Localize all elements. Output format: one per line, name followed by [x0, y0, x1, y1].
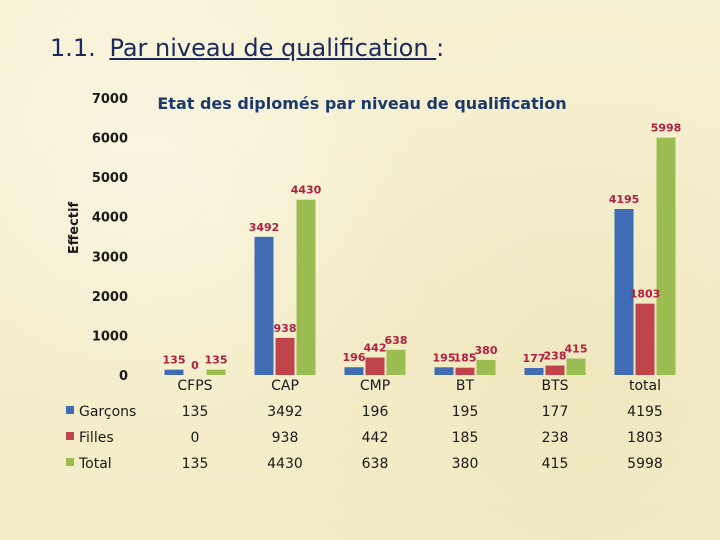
bar-garçons-bts — [524, 367, 544, 375]
data-label: 195 — [433, 351, 456, 364]
table-category-label: total — [629, 378, 661, 394]
table-cell: 638 — [362, 456, 389, 472]
legend-swatch — [66, 406, 74, 414]
data-label: 4430 — [291, 184, 322, 197]
data-label: 415 — [565, 343, 588, 356]
data-label: 5998 — [651, 122, 682, 135]
table-cell: 415 — [542, 456, 569, 472]
table-cell: 4430 — [267, 456, 303, 472]
table-cell: 1803 — [627, 430, 663, 446]
table-cell: 3492 — [267, 404, 303, 420]
y-axis-label: Effectif — [67, 202, 82, 255]
data-label: 238 — [544, 350, 567, 363]
legend-swatch — [66, 458, 74, 466]
slide-heading: 1.1. Par niveau de qualification : — [50, 34, 444, 62]
bar-garçons-cfps — [164, 369, 184, 375]
y-tick-label: 6000 — [92, 132, 128, 147]
table-cell: 195 — [452, 404, 479, 420]
data-label: 185 — [454, 352, 477, 365]
table-cell: 380 — [452, 456, 479, 472]
table-cell: 185 — [452, 430, 479, 446]
bar-filles-cmp — [365, 357, 385, 375]
table-category-label: BTS — [541, 378, 568, 394]
legend-label: Filles — [79, 430, 114, 446]
y-axis-ticks: 0 1000 2000 3000 4000 5000 6000 7000 — [92, 92, 128, 384]
table-cell: 238 — [542, 430, 569, 446]
bar-garçons-cap — [254, 236, 274, 375]
bar-garçons-bt — [434, 367, 454, 375]
y-tick-label: 7000 — [92, 92, 128, 107]
data-table: CFPS CAP CMP BT BTS total Garçons 135 3492 196 195… — [66, 378, 663, 472]
data-label: 177 — [523, 352, 546, 365]
bar-total-bts — [566, 358, 586, 375]
bar-total-total — [656, 137, 676, 375]
legend-label: Total — [78, 456, 112, 472]
bar-filles-total — [635, 303, 655, 375]
bar-garçons-cmp — [344, 367, 364, 375]
bar-filles-bts — [545, 365, 565, 375]
data-label: 0 — [191, 359, 199, 372]
data-label: 135 — [163, 354, 186, 367]
chart-title: Etat des diplomés par niveau de qualific… — [157, 94, 566, 113]
bar-filles-bt — [455, 367, 475, 375]
data-label: 638 — [385, 334, 408, 347]
y-tick-label: 3000 — [92, 250, 128, 265]
legend-label: Garçons — [79, 404, 136, 420]
y-tick-label: 1000 — [92, 329, 128, 344]
bar-filles-cap — [275, 337, 295, 375]
bar-garçons-total — [614, 208, 634, 375]
table-category-label: CMP — [360, 378, 390, 394]
bars-group — [164, 137, 676, 375]
table-cell: 0 — [191, 430, 200, 446]
bar-total-cfps — [206, 369, 226, 375]
y-tick-label: 0 — [119, 369, 128, 384]
bar-total-cap — [296, 199, 316, 375]
table-category-label: BT — [456, 378, 475, 394]
data-label: 1803 — [630, 288, 661, 301]
data-label: 3492 — [249, 221, 280, 234]
heading-colon: : — [436, 34, 445, 62]
heading-title[interactable]: Par niveau de qualification — [109, 34, 437, 62]
y-tick-label: 5000 — [92, 171, 128, 186]
table-category-label: CFPS — [177, 378, 212, 394]
table-cell: 135 — [182, 456, 209, 472]
data-label: 196 — [343, 351, 366, 364]
data-label: 442 — [364, 342, 387, 355]
table-cell: 135 — [182, 404, 209, 420]
table-cell: 4195 — [627, 404, 663, 420]
y-tick-label: 4000 — [92, 211, 128, 226]
table-cell: 196 — [362, 404, 389, 420]
table-cell: 442 — [362, 430, 389, 446]
data-label: 4195 — [609, 193, 640, 206]
legend-swatch — [66, 432, 74, 440]
data-label: 135 — [205, 354, 228, 367]
table-cell: 177 — [542, 404, 569, 420]
bar-total-cmp — [386, 349, 406, 375]
table-category-label: CAP — [271, 378, 299, 394]
data-label: 938 — [274, 322, 297, 335]
table-cell: 938 — [272, 430, 299, 446]
heading-number: 1.1. — [50, 34, 96, 62]
y-tick-label: 2000 — [92, 290, 128, 305]
data-label: 380 — [475, 344, 498, 357]
bar-total-bt — [476, 359, 496, 375]
table-cell: 5998 — [627, 456, 663, 472]
